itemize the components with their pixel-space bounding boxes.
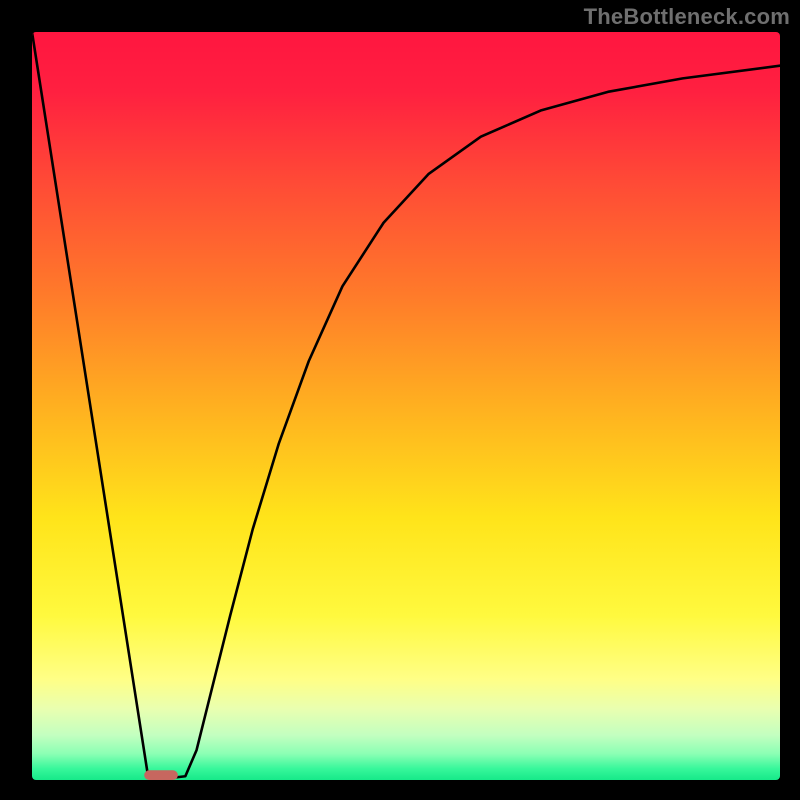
watermark-text: TheBottleneck.com	[584, 4, 790, 30]
plot-area	[32, 32, 780, 780]
minimum-marker	[144, 770, 178, 780]
canvas-wrap: TheBottleneck.com	[0, 0, 800, 800]
chart-svg	[0, 0, 800, 800]
